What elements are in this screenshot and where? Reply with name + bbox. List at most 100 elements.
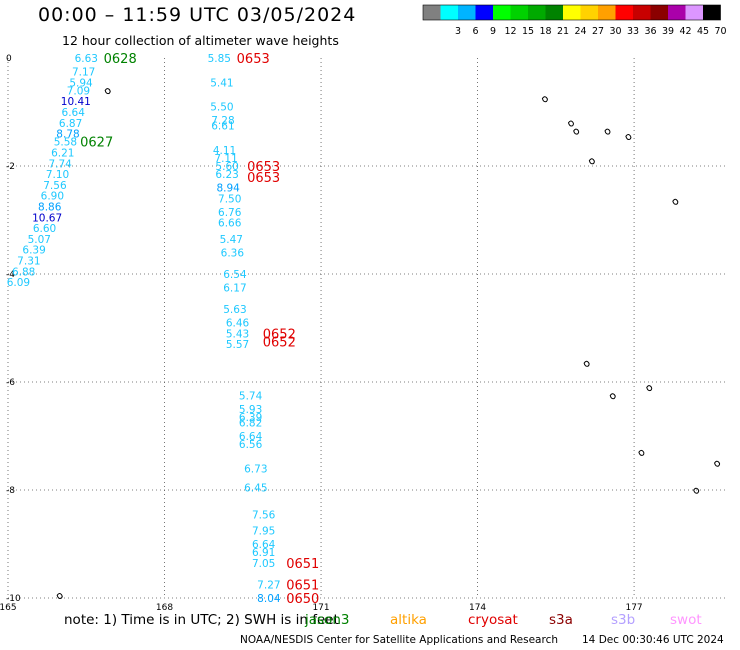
satellite-legend-cryosat: cryosat [468,612,518,628]
pass-time-label: 0627 [80,136,113,151]
legend-swatch [510,5,528,20]
legend-swatch [545,5,563,20]
wave-height-label: 5.50 [210,102,233,114]
wave-height-label: 6.63 [75,53,98,65]
pass-time-label: 0628 [104,52,137,67]
wave-height-label: 7.11 [214,153,237,165]
wave-height-label: 6.39 [22,245,45,257]
legend-tick-label: 15 [522,26,534,36]
legend-tick-label: 3 [455,26,461,36]
island-outline [609,393,616,400]
legend-tick-label: 21 [557,26,569,36]
satellite-legend-altika: altika [390,612,427,628]
wave-height-label: 6.46 [226,318,250,330]
wave-height-label: 5.94 [69,77,93,89]
lon-tick-label: 165 [0,603,17,613]
map-background [8,58,728,598]
wave-height-label: 6.39 [239,412,262,424]
wave-height-label: 6.36 [221,247,245,259]
island-outline [672,198,679,205]
wave-height-label: 7.56 [43,180,67,192]
wave-height-label: 6.61 [211,121,234,133]
wave-height-label: 7.05 [252,558,275,570]
legend-tick-label: 36 [644,26,656,36]
wave-height-label: 6.64 [252,539,276,551]
wave-height-label: 7.50 [218,193,241,205]
island-outline [567,120,574,127]
satellite-legend-jason3: jason3 [305,612,350,628]
legend-tick-label: 12 [504,26,516,36]
pass-time-label: 0652 [263,327,296,342]
wave-height-label: 5.41 [210,77,233,89]
island-outline [583,360,590,367]
wave-height-label: 5.07 [28,234,51,246]
wave-height-label: 8.86 [38,202,62,214]
wave-height-label: 8.04 [257,593,281,605]
wave-height-label: 6.21 [51,148,74,160]
wave-height-label: 5.63 [223,304,246,316]
wave-height-label: 7.95 [252,526,275,538]
legend-tick-label: 24 [574,26,586,36]
pass-time-label: 0652 [263,336,296,351]
satellite-legend-s3a: s3a [549,612,573,628]
lat-tick-label: -4 [6,270,15,280]
wave-height-label: 6.17 [223,283,246,295]
wave-height-label: 6.90 [41,191,64,203]
island-outline [638,449,645,456]
legend-swatch [493,5,511,20]
satellite-legend-swot: swot [670,612,702,628]
legend-swatch [598,5,616,20]
legend-tick-label: 70 [714,26,726,36]
wave-height-label: 7.31 [17,256,40,268]
color-legend: 3 6 9 12 15 18 21 24 27 30 33 36 39 42 45 70 [422,4,732,40]
generated-timestamp: 14 Dec 00:30:46 UTC 2024 [582,634,724,646]
wave-height-label: 5.60 [215,161,238,173]
island-outline [625,134,632,140]
wave-height-label: 5.43 [226,328,249,340]
legend-border [422,4,721,21]
wave-height-label: 8.94 [216,183,240,195]
pass-time-label: 0653 [237,52,270,67]
wave-height-label: 6.76 [218,207,242,219]
satellite-legend-s3b: s3b [611,612,636,628]
island-outline [541,96,548,103]
lat-tick-label: -2 [6,162,15,172]
lat-tick-label: -10 [6,594,21,604]
wave-height-label: 7.28 [211,115,234,127]
map-title: 00:00 – 11:59 UTC 03/05/2024 [38,4,357,26]
legend-swatch [563,5,581,20]
legend-swatch [528,5,546,20]
legend-tick-label: 45 [697,26,709,36]
wave-height-label: 7.27 [257,580,280,592]
footer-note: note: 1) Time is in UTC; 2) SWH is in fe… [64,612,339,628]
pass-time-label: 0653 [247,160,280,175]
legend-tick-label: 42 [679,26,691,36]
legend-swatch [423,5,441,20]
pass-time-label: 0651 [286,557,319,572]
wave-height-label: 5.57 [226,339,249,351]
legend-swatch [633,5,651,20]
wave-height-label: 6.54 [223,269,247,281]
wave-height-label: 4.11 [213,145,236,157]
island-outline [573,128,580,135]
island-outline [56,593,63,599]
wave-height-label: 6.91 [252,547,275,559]
wave-height-label: 7.17 [72,67,95,79]
wave-height-label: 6.23 [215,169,238,181]
wave-height-label: 7.10 [46,169,69,181]
wave-height-label: 6.66 [218,218,242,230]
legend-tick-label: 9 [490,26,496,36]
island-outline [646,385,653,392]
wave-height-label: 7.09 [67,85,90,97]
legend-swatch [668,5,686,20]
lat-tick-label: -6 [6,378,15,388]
legend-swatch [615,5,633,20]
legend-tick-label: 27 [592,26,604,36]
wave-height-label: 6.87 [59,118,82,130]
pass-time-label: 0653 [247,171,280,186]
map-subtitle: 12 hour collection of altimeter wave hei… [62,33,339,48]
island-outline [588,158,595,165]
legend-tick-label: 6 [472,26,478,36]
wave-height-label: 6.73 [244,463,267,475]
